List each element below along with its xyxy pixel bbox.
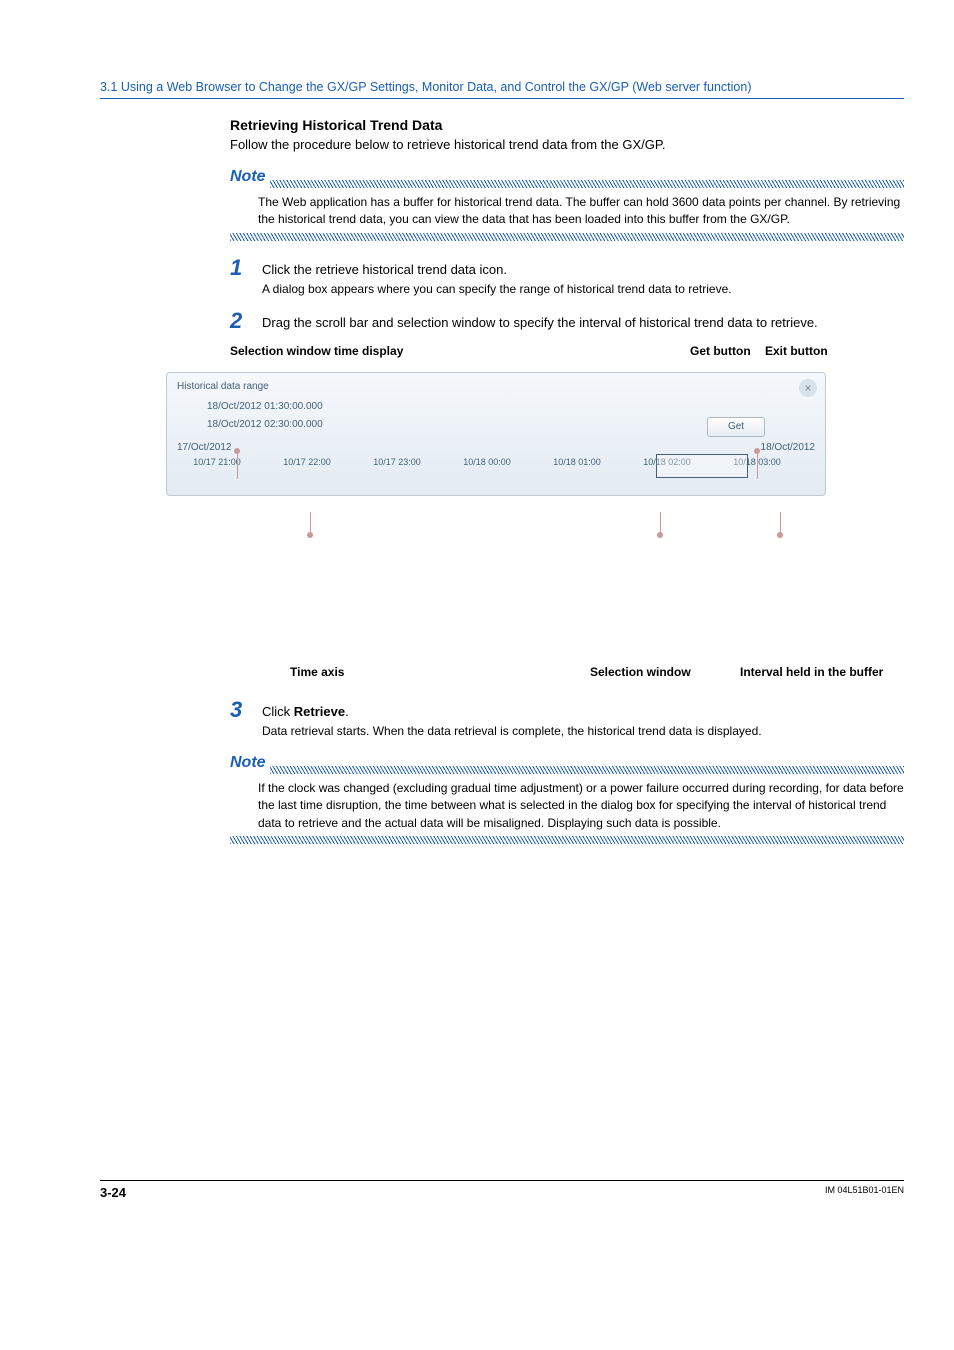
step-text-fragment: . [345, 704, 349, 719]
timeline-tick: 10/17 23:00 [352, 457, 442, 467]
timeline-tick: 10/17 21:00 [172, 457, 262, 467]
note-stripe [230, 836, 904, 844]
section-title: Retrieving Historical Trend Data [230, 117, 904, 133]
callout-row-bottom: Time axis Selection window Interval held… [120, 665, 904, 679]
note-stripe [270, 180, 904, 188]
step-number: 2 [230, 308, 262, 334]
dialog-time-start: 18/Oct/2012 01:30:00.000 [207, 398, 815, 416]
page-number: 3-24 [100, 1185, 126, 1200]
callout-row-top: Selection window time display Get button… [120, 344, 904, 358]
callout-dot [777, 532, 783, 538]
timeline-tick: 10/18 01:00 [532, 457, 622, 467]
callout-dot [657, 532, 663, 538]
note-body: If the clock was changed (excluding grad… [258, 780, 904, 832]
callout-selection-window: Selection window [590, 665, 691, 679]
selection-window[interactable] [656, 454, 748, 478]
note-block-2: Note If the clock was changed (excluding… [230, 754, 904, 844]
note-body: The Web application has a buffer for his… [258, 194, 904, 229]
callout-buffer-interval: Interval held in the buffer [740, 665, 883, 679]
step-1: 1 Click the retrieve historical trend da… [230, 255, 904, 298]
callout-line [310, 512, 311, 534]
callout-line [780, 512, 781, 534]
note-stripe [230, 233, 904, 241]
callout-time-axis: Time axis [290, 665, 344, 679]
timeline-tick: 10/18 00:00 [442, 457, 532, 467]
header-link: 3.1 Using a Web Browser to Change the GX… [100, 80, 904, 99]
step-number: 3 [230, 697, 262, 740]
step-number: 1 [230, 255, 262, 298]
playhead-marker[interactable] [237, 451, 238, 479]
playhead-marker[interactable] [757, 451, 758, 479]
callout-selection-window-time: Selection window time display [230, 344, 403, 358]
note-label: Note [230, 754, 266, 771]
axis-label-left: 17/Oct/2012 [177, 442, 231, 453]
section-intro: Follow the procedure below to retrieve h… [230, 137, 904, 152]
step-2: 2 Drag the scroll bar and selection wind… [230, 308, 904, 334]
dialog-panel: × Historical data range 18/Oct/2012 01:3… [166, 372, 826, 496]
doc-id: IM 04L51B01-01EN [825, 1185, 904, 1200]
dialog-header: Historical data range [177, 381, 815, 392]
step-text: Drag the scroll bar and selection window… [262, 314, 904, 332]
axis-label-right: 18/Oct/2012 [761, 442, 815, 453]
note-stripe [270, 766, 904, 774]
timeline-tick: 10/17 22:00 [262, 457, 352, 467]
get-button[interactable]: Get [707, 417, 765, 437]
step-text: Click Retrieve. [262, 703, 904, 721]
callout-line [660, 512, 661, 534]
step-3: 3 Click Retrieve. Data retrieval starts.… [230, 697, 904, 740]
close-icon[interactable]: × [799, 379, 817, 397]
callout-dot [307, 532, 313, 538]
timeline[interactable]: 10/17 21:0010/17 22:0010/17 23:0010/18 0… [177, 457, 815, 489]
step-subtext: A dialog box appears where you can speci… [262, 281, 904, 298]
callout-get-button: Get button [690, 344, 751, 358]
step-subtext: Data retrieval starts. When the data ret… [262, 723, 904, 740]
diagram: Selection window time display Get button… [230, 344, 904, 679]
note-label: Note [230, 168, 266, 185]
note-block-1: Note The Web application has a buffer fo… [230, 168, 904, 241]
step-text: Click the retrieve historical trend data… [262, 261, 904, 279]
page-footer: 3-24 IM 04L51B01-01EN [100, 1180, 904, 1200]
step-text-bold: Retrieve [294, 704, 345, 719]
callout-exit-button: Exit button [765, 344, 828, 358]
step-text-fragment: Click [262, 704, 294, 719]
